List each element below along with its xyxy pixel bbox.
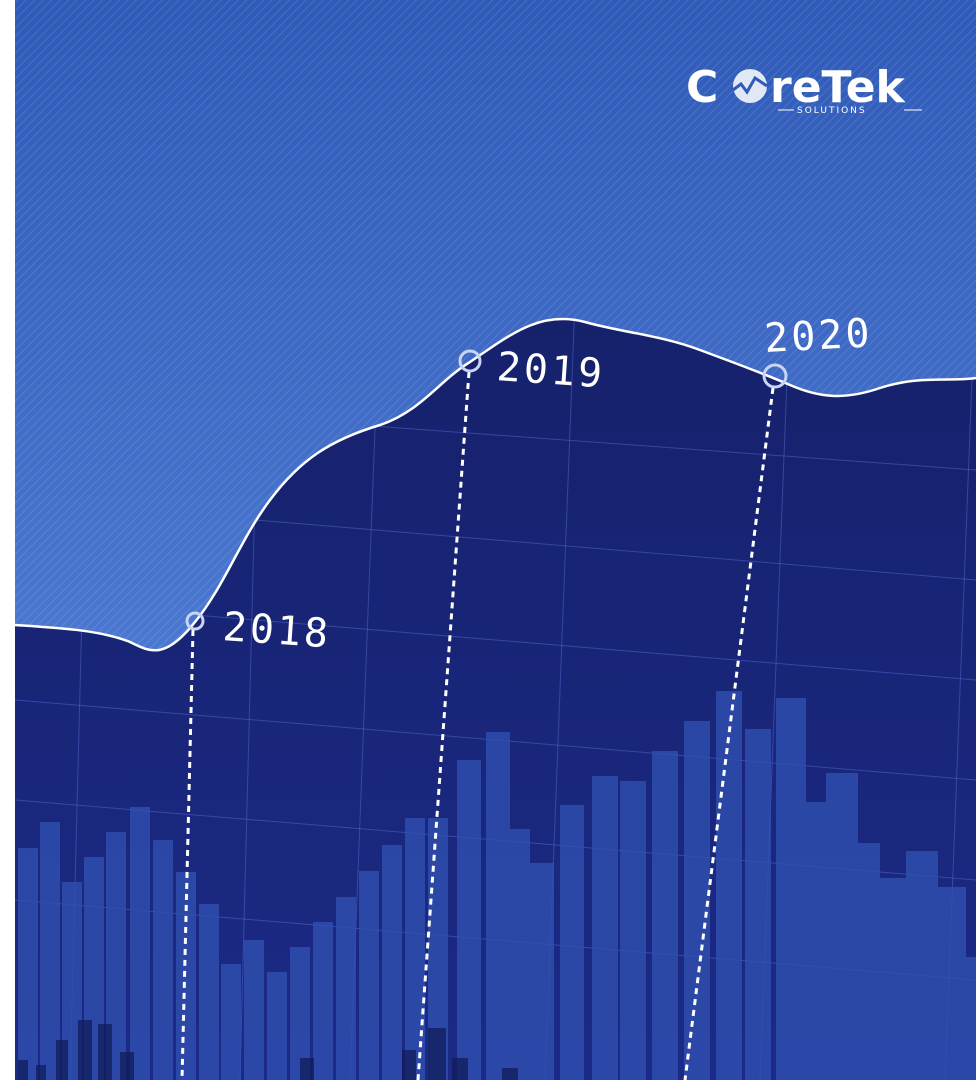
milestone-markers — [185, 349, 788, 631]
milestone-label: 2020 — [763, 310, 874, 362]
decorative-bars — [18, 691, 976, 1080]
decorative-small-bars — [18, 1020, 518, 1080]
logo-pulse — [732, 75, 768, 95]
logo-tagline: SOLUTIONS — [797, 106, 867, 116]
milestone-label: 2019 — [495, 344, 606, 397]
logo: C reTek SOLUTIONS — [686, 62, 922, 116]
milestone-guides — [180, 371, 775, 1080]
logo-text: reTek — [770, 62, 907, 113]
logo-text: C — [686, 62, 718, 113]
milestone-label: 2018 — [221, 604, 332, 657]
